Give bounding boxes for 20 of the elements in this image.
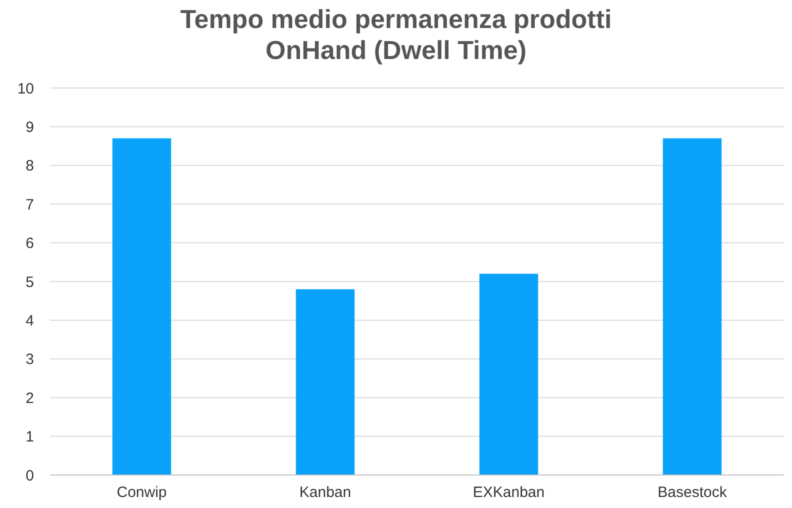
y-tick-label: 1 bbox=[26, 428, 34, 446]
x-tick-label: Basestock bbox=[658, 484, 728, 501]
x-tick-label: Conwip bbox=[116, 484, 167, 501]
y-tick-label: 2 bbox=[26, 390, 34, 407]
y-tick-label: 6 bbox=[26, 235, 34, 252]
bar bbox=[662, 138, 722, 475]
x-tick-label: Kanban bbox=[299, 484, 352, 501]
y-tick-label: 0 bbox=[26, 467, 34, 484]
bar bbox=[479, 274, 538, 475]
y-tick-label: 10 bbox=[17, 80, 34, 98]
y-tick-label: 3 bbox=[26, 351, 34, 368]
y-tick-label: 5 bbox=[26, 274, 34, 291]
chart-title: Tempo medio permanenza prodotti OnHand (Dwell Time) bbox=[180, 4, 612, 65]
x-tick-label: EXKanban bbox=[472, 484, 545, 501]
y-tick-label: 7 bbox=[26, 196, 34, 214]
y-tick-label: 8 bbox=[26, 158, 34, 175]
bar bbox=[296, 289, 355, 475]
bar bbox=[112, 138, 172, 475]
y-tick-label: 9 bbox=[26, 118, 34, 136]
y-tick-label: 4 bbox=[26, 312, 34, 330]
